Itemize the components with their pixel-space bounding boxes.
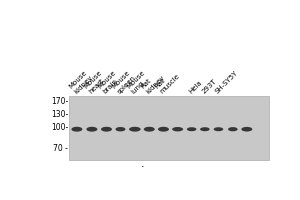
Ellipse shape: [172, 127, 183, 131]
Text: Mouse
brain: Mouse brain: [97, 70, 122, 95]
Ellipse shape: [129, 127, 141, 132]
Text: Hela: Hela: [188, 79, 203, 95]
Text: Mouse
heart: Mouse heart: [83, 70, 108, 95]
Ellipse shape: [214, 127, 223, 131]
Text: Rat
muscle: Rat muscle: [154, 68, 181, 95]
Ellipse shape: [241, 127, 252, 132]
Text: 70 -: 70 -: [53, 144, 68, 153]
Text: 293T: 293T: [201, 78, 217, 95]
Ellipse shape: [116, 127, 125, 131]
Ellipse shape: [200, 127, 210, 131]
Text: 130-: 130-: [51, 110, 68, 119]
Text: Mouse
lung: Mouse lung: [126, 70, 151, 95]
FancyBboxPatch shape: [69, 96, 269, 160]
Ellipse shape: [144, 127, 155, 132]
Text: 100-: 100-: [51, 123, 68, 132]
Text: ·: ·: [141, 162, 145, 172]
Text: Mouse
spleen: Mouse spleen: [111, 69, 137, 95]
Ellipse shape: [86, 127, 98, 132]
Text: Rat
kidney: Rat kidney: [140, 69, 166, 95]
Ellipse shape: [228, 127, 238, 131]
Text: SH-SY5Y: SH-SY5Y: [214, 70, 239, 95]
Text: Mouse
kidney: Mouse kidney: [68, 69, 93, 95]
Ellipse shape: [187, 127, 196, 131]
Text: 170-: 170-: [51, 97, 68, 106]
Ellipse shape: [101, 127, 112, 132]
Ellipse shape: [71, 127, 82, 132]
Ellipse shape: [158, 127, 169, 132]
